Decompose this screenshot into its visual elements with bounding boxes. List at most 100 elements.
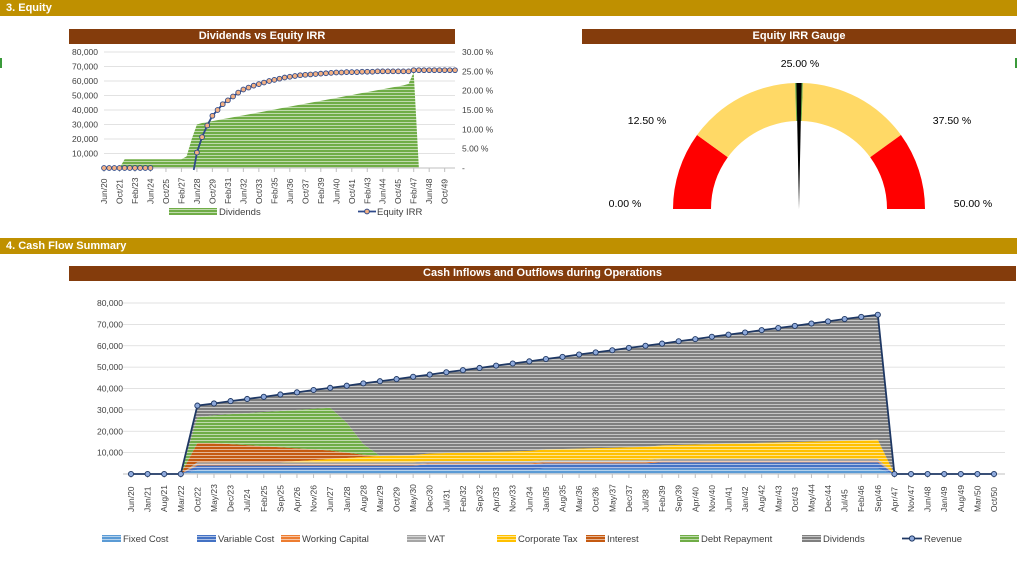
x-tick-label: Dec/37 bbox=[624, 485, 634, 512]
equity-irr-point bbox=[194, 149, 200, 156]
equity-irr-point bbox=[369, 68, 376, 75]
legend-swatch-debt-repayment bbox=[680, 535, 699, 542]
x-tick-label: Oct/25 bbox=[161, 179, 171, 204]
dividends-area bbox=[104, 72, 455, 168]
revenue-point bbox=[874, 311, 881, 318]
section-header-equity: 3. Equity bbox=[0, 0, 1017, 16]
equity-irr-point bbox=[199, 134, 205, 140]
revenue-point bbox=[592, 349, 599, 356]
equity-irr-point bbox=[111, 165, 118, 171]
x-tick-label: Jul/38 bbox=[640, 489, 650, 512]
legend-swatch-corporate-tax bbox=[497, 535, 516, 542]
area-vat bbox=[131, 459, 994, 474]
gauge-band bbox=[801, 83, 901, 158]
y-tick-label: 50,000 bbox=[97, 362, 123, 372]
equity-irr-point bbox=[436, 67, 443, 74]
y-left-tick-label: 30,000 bbox=[72, 120, 98, 130]
revenue-point bbox=[725, 331, 732, 338]
x-tick-label: Jan/49 bbox=[939, 486, 949, 512]
x-tick-label: Jan/42 bbox=[740, 486, 750, 512]
x-tick-label: Nov/40 bbox=[707, 485, 717, 512]
x-tick-label: Oct/36 bbox=[591, 487, 601, 512]
revenue-point bbox=[509, 360, 516, 367]
legend-swatch-dividends bbox=[802, 535, 821, 542]
x-tick-label: Oct/21 bbox=[114, 179, 124, 204]
area-fixed-cost bbox=[131, 468, 994, 474]
revenue-point bbox=[410, 373, 417, 380]
revenue-point bbox=[841, 315, 848, 323]
x-tick-label: Oct/50 bbox=[989, 487, 999, 512]
gauge-scale-label: 50.00 % bbox=[954, 198, 993, 210]
x-tick-label: Jun/28 bbox=[192, 178, 202, 204]
legend-swatch-vat bbox=[407, 535, 426, 542]
revenue-point bbox=[542, 355, 549, 363]
revenue-point bbox=[244, 395, 251, 403]
x-tick-label: May/30 bbox=[408, 484, 418, 512]
equity-irr-point bbox=[126, 165, 133, 171]
x-tick-label: Feb/39 bbox=[657, 485, 667, 512]
revenue-point bbox=[891, 470, 898, 478]
y-left-tick-label: 80,000 bbox=[72, 47, 98, 57]
legend-label-dividends: Dividends bbox=[823, 534, 865, 545]
equity-irr-point bbox=[240, 86, 247, 93]
revenue-point bbox=[924, 470, 931, 478]
x-tick-label: Aug/21 bbox=[159, 485, 169, 512]
legend-label-dividends: Dividends bbox=[219, 207, 261, 218]
x-tick-label: Nov/26 bbox=[309, 485, 319, 512]
equity-irr-point bbox=[405, 68, 412, 75]
x-tick-label: Jan/35 bbox=[541, 486, 551, 512]
x-tick-label: Jun/20 bbox=[99, 178, 109, 204]
equity-irr-point bbox=[132, 165, 138, 171]
area-dividends bbox=[131, 314, 994, 474]
x-tick-label: Jun/34 bbox=[524, 486, 534, 512]
revenue-point bbox=[360, 380, 367, 387]
cell-edge-marker bbox=[0, 58, 2, 68]
equity-irr-point bbox=[390, 68, 396, 75]
x-tick-label: Feb/32 bbox=[458, 485, 468, 512]
revenue-point bbox=[194, 402, 201, 409]
x-tick-label: Oct/29 bbox=[392, 487, 402, 512]
revenue-point bbox=[277, 391, 284, 398]
revenue-point bbox=[642, 342, 649, 349]
revenue-point bbox=[493, 362, 500, 369]
y-left-tick-label: 20,000 bbox=[72, 134, 98, 144]
legend-marker-revenue bbox=[908, 535, 916, 542]
y-right-tick-label: 30.00 % bbox=[462, 47, 494, 57]
equity-irr-point bbox=[276, 75, 283, 82]
equity-irr-point bbox=[426, 67, 433, 74]
x-tick-label: Jun/48 bbox=[424, 178, 434, 204]
equity-irr-point bbox=[225, 97, 231, 104]
gauge-needle bbox=[796, 83, 802, 209]
revenue-point bbox=[758, 327, 765, 334]
area-debt-repayment bbox=[131, 407, 994, 474]
x-tick-label: Sep/39 bbox=[674, 485, 684, 512]
equity-irr-point bbox=[116, 165, 123, 171]
y-tick-label: 80,000 bbox=[97, 298, 123, 308]
equity-irr-point bbox=[121, 165, 128, 171]
legend-label-corporate-tax: Corporate Tax bbox=[518, 534, 578, 545]
x-tick-label: Jun/41 bbox=[723, 486, 733, 512]
revenue-point bbox=[742, 329, 749, 336]
revenue-point bbox=[858, 313, 865, 320]
x-tick-label: Jun/24 bbox=[145, 178, 155, 204]
legend-swatch-dividends bbox=[169, 208, 217, 215]
gauge-scale-label: 0.00 % bbox=[609, 198, 642, 210]
legend-label-interest: Interest bbox=[607, 534, 639, 545]
equity-irr-point bbox=[297, 72, 303, 79]
equity-irr-point bbox=[354, 69, 360, 75]
equity-irr-point bbox=[400, 68, 407, 75]
x-tick-label: Oct/43 bbox=[790, 487, 800, 512]
x-tick-label: Apr/47 bbox=[889, 487, 899, 512]
x-tick-label: Jun/44 bbox=[378, 178, 388, 204]
equity-irr-point bbox=[441, 67, 448, 74]
x-tick-label: Oct/22 bbox=[192, 487, 202, 512]
y-left-tick-label: 50,000 bbox=[72, 91, 98, 101]
x-tick-label: May/37 bbox=[607, 484, 617, 512]
revenue-point bbox=[260, 393, 267, 400]
revenue-point bbox=[526, 358, 533, 365]
legend-label-fixed-cost: Fixed Cost bbox=[123, 534, 169, 545]
equity-irr-point bbox=[323, 70, 329, 77]
equity-irr-point bbox=[137, 165, 143, 171]
x-tick-label: Feb/31 bbox=[223, 177, 233, 204]
